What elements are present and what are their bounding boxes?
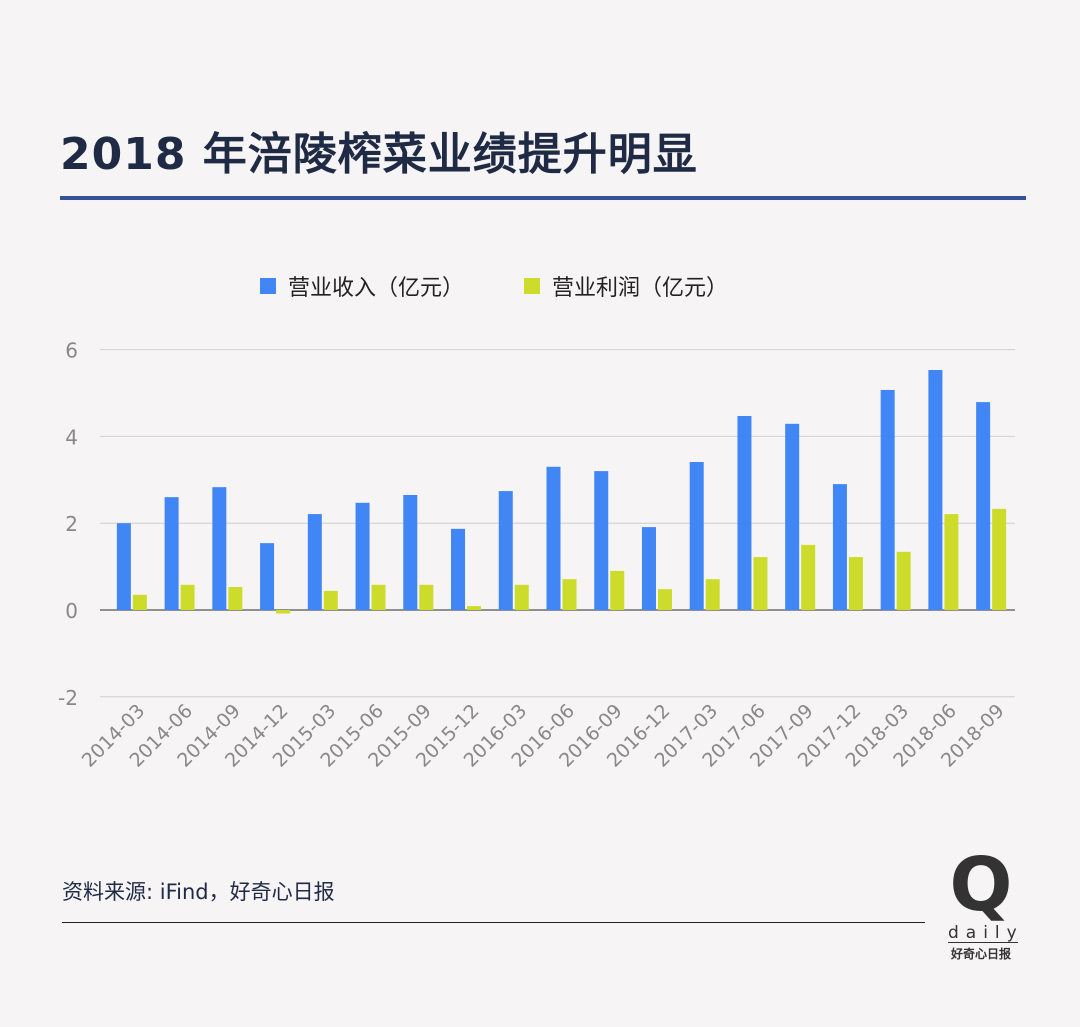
legend-label-profit: 营业利润（亿元） [552, 276, 729, 301]
legend-label-revenue: 营业收入（亿元） [288, 276, 465, 301]
source-note: 资料来源: iFind，好奇心日报 [62, 880, 335, 904]
bar-revenue [737, 416, 752, 610]
bar-revenue [976, 402, 991, 610]
bar-profit [180, 584, 195, 610]
bar-profit [371, 584, 386, 610]
legend-swatch-profit [524, 278, 541, 294]
bar-profit [419, 584, 434, 610]
bar-revenue [307, 514, 322, 610]
logo-mark: Q [949, 842, 1013, 928]
bar-revenue [832, 484, 847, 610]
bar-revenue [928, 369, 943, 610]
bar-profit [801, 544, 816, 610]
bar-revenue [403, 494, 418, 610]
logo-cn: 好奇心日报 [950, 947, 1011, 961]
bar-revenue [594, 471, 609, 610]
bar-profit [323, 590, 338, 610]
bar-revenue [689, 462, 704, 610]
bar-revenue [451, 528, 466, 610]
y-tick-label: 2 [65, 512, 78, 536]
bar-revenue [116, 523, 131, 610]
chart-title: 2018 年涪陵榨菜业绩提升明显 [60, 129, 698, 180]
bar-revenue [164, 497, 179, 610]
bar-revenue [355, 502, 370, 610]
legend: 营业收入（亿元） 营业利润（亿元） [260, 270, 728, 302]
logo-word: daily [948, 923, 1024, 943]
y-tick-label: 0 [65, 599, 78, 623]
source-divider [62, 922, 925, 923]
bar-revenue [880, 389, 895, 610]
y-tick-label: -2 [58, 686, 78, 710]
bar-revenue [260, 543, 275, 610]
y-tick-label: 6 [65, 339, 78, 363]
bar-profit [753, 557, 768, 610]
bar-profit [610, 570, 625, 610]
bar-profit [944, 514, 959, 610]
title-divider [60, 196, 1026, 200]
bar-revenue [498, 491, 513, 610]
bar-profit [228, 586, 243, 610]
bar-profit [848, 557, 863, 610]
bar-profit [896, 551, 911, 610]
bar-revenue [546, 466, 561, 610]
legend-swatch-revenue [260, 278, 276, 294]
bar-profit [657, 589, 672, 610]
bar-profit [467, 606, 482, 610]
bar-revenue [785, 423, 800, 610]
legend-item-profit: 营业利润（亿元） [524, 270, 728, 302]
bar-profit [992, 508, 1007, 610]
bar-revenue [212, 487, 227, 610]
bar-profit [562, 579, 577, 610]
bar-profit [132, 594, 147, 610]
bar-revenue [641, 527, 656, 610]
bar-profit [276, 610, 291, 614]
y-tick-label: 4 [65, 425, 78, 449]
bar-profit [514, 584, 529, 610]
qdaily-logo: Q daily 好奇心日报 [944, 846, 1018, 962]
bar-profit [705, 579, 720, 610]
legend-item-revenue: 营业收入（亿元） [260, 270, 464, 302]
